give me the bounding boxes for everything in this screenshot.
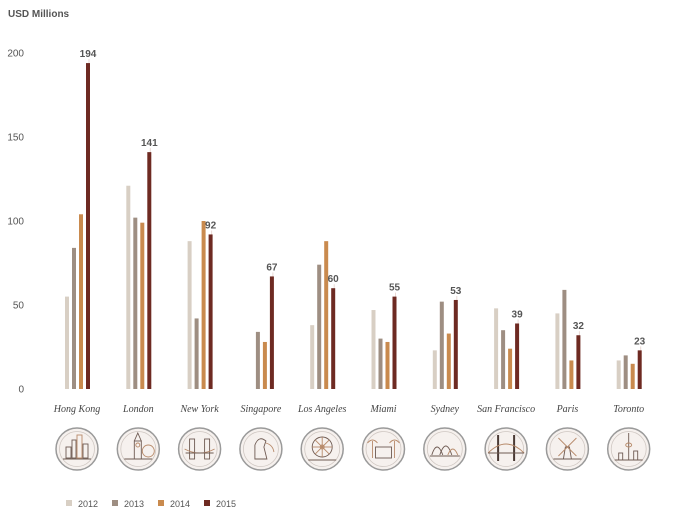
legend-swatch — [204, 500, 210, 506]
bar-2012-paris — [555, 313, 560, 389]
data-label: 55 — [389, 283, 401, 294]
legend-swatch — [158, 500, 164, 506]
bar-2013-miami — [378, 338, 383, 389]
category-label: Paris — [556, 404, 579, 415]
bar-2014-los-angeles — [324, 241, 329, 389]
y-tick-label: 150 — [7, 133, 24, 144]
category-label: San Francisco — [477, 404, 535, 415]
legend-label: 2015 — [216, 499, 236, 509]
data-label: 194 — [80, 49, 97, 60]
y-tick-label: 100 — [7, 217, 24, 228]
paris-eiffel-windmill-icon — [545, 427, 590, 471]
y-axis-title: USD Millions — [8, 9, 70, 20]
bar-2014-miami — [385, 341, 390, 389]
bar-2015-hong-kong — [86, 63, 90, 390]
bar-2014-san-francisco — [508, 348, 513, 389]
data-label: 60 — [328, 274, 340, 285]
data-label: 67 — [266, 262, 278, 273]
bar-2013-san-francisco — [501, 330, 506, 389]
miami-palm-building-icon — [361, 427, 406, 471]
bar-2013-paris — [562, 289, 567, 389]
bar-2012-london — [126, 185, 131, 389]
legend-item-2015: 2015 — [204, 499, 236, 509]
bar-2012-los-angeles — [310, 325, 315, 389]
los-angeles-ferris-wheel-icon — [300, 427, 344, 471]
bar-2012-toronto — [616, 360, 621, 389]
bar-2013-singapore — [255, 331, 260, 389]
legend-item-2012: 2012 — [66, 499, 98, 509]
sydney-opera-house-icon — [423, 427, 467, 471]
bar-2014-paris — [569, 360, 574, 389]
bar-2013-london — [133, 217, 138, 389]
hong-kong-skyline-icon — [55, 427, 99, 471]
bar-2014-hong-kong — [79, 214, 83, 389]
category-label: Miami — [369, 404, 396, 415]
data-label: 39 — [512, 309, 524, 320]
legend-swatch — [66, 500, 72, 506]
legend-label: 2013 — [124, 499, 144, 509]
bar-2013-hong-kong — [72, 247, 76, 389]
category-label: Hong Kong — [53, 404, 100, 415]
y-tick-label: 50 — [13, 301, 25, 312]
bar-2013-toronto — [623, 355, 628, 389]
bar-2015-toronto — [637, 350, 642, 389]
data-label: 92 — [205, 220, 217, 231]
legend-item-2013: 2013 — [112, 499, 144, 509]
bar-2014-sydney — [446, 333, 451, 389]
bar-2015-london — [147, 152, 152, 389]
legend-label: 2014 — [170, 499, 190, 509]
bar-2015-miami — [392, 296, 397, 389]
category-label: New York — [179, 404, 219, 415]
bar-2015-san-francisco — [515, 323, 520, 389]
y-tick-label: 0 — [18, 385, 24, 396]
bar-2012-miami — [371, 310, 376, 389]
bar-2015-paris — [576, 335, 581, 389]
bar-2013-los-angeles — [317, 264, 322, 389]
bar-2015-sydney — [453, 299, 458, 389]
y-tick-label: 200 — [7, 49, 24, 60]
category-label: Los Angeles — [297, 404, 347, 415]
legend-label: 2012 — [78, 499, 98, 509]
data-label: 53 — [450, 286, 462, 297]
bar-2012-sydney — [432, 350, 437, 389]
london-big-ben-icon — [116, 427, 161, 471]
bar-2013-sydney — [439, 301, 444, 389]
bar-2015-los-angeles — [331, 288, 336, 389]
legend-swatch — [112, 500, 118, 506]
bar-2015-new-york — [208, 234, 213, 389]
bar-2014-singapore — [262, 341, 267, 389]
category-label: Singapore — [241, 404, 282, 415]
data-label: 23 — [634, 336, 646, 347]
bar-2012-new-york — [187, 241, 192, 389]
new-york-bridge-icon — [177, 427, 222, 471]
bar-2013-new-york — [194, 318, 199, 389]
singapore-merlion-icon — [239, 427, 283, 471]
san-francisco-golden-gate-icon — [484, 427, 528, 471]
data-label: 32 — [573, 321, 585, 332]
bar-2014-new-york — [201, 221, 206, 389]
bar-2015-singapore — [269, 276, 274, 389]
legend-item-2014: 2014 — [158, 499, 190, 509]
bar-2014-london — [140, 222, 145, 389]
bar-2012-san-francisco — [494, 308, 499, 389]
category-label: Toronto — [613, 404, 644, 415]
toronto-cn-tower-icon — [606, 427, 651, 471]
category-label: Sydney — [431, 404, 460, 415]
category-label: London — [122, 404, 154, 415]
bar-2014-toronto — [630, 363, 635, 389]
data-label: 141 — [141, 138, 158, 149]
bar-2012-hong-kong — [65, 296, 69, 389]
